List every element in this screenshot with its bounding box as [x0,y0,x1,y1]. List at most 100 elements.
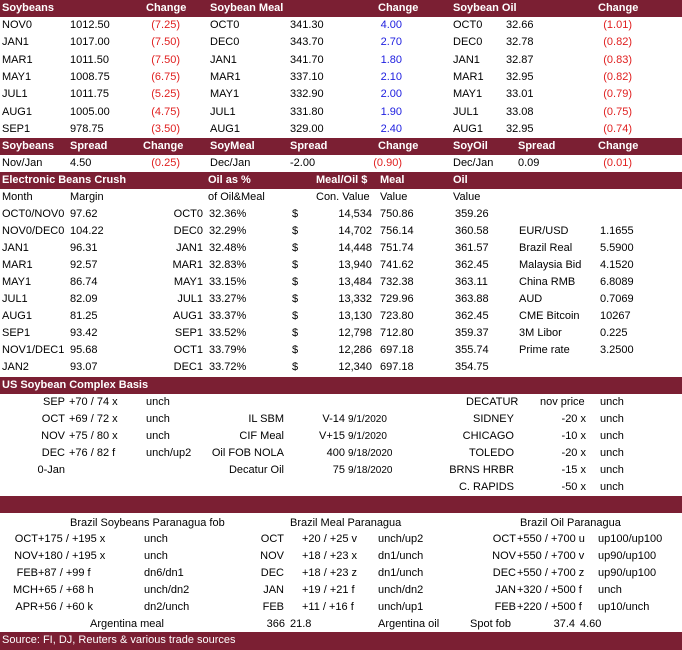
change-value: (7.25) [151,19,180,31]
basis-value: V-14 [322,413,345,425]
crush-row: NOV0/DEC0 104.22 DEC0 32.29% $14,702 756.14 36… [0,223,682,240]
meal-value: 732.38 [380,276,414,288]
cell: Spot fob [470,618,511,630]
contract-label: OCT1 [173,344,203,356]
brazil-row: APR +56 / +60 k dn2/unch FEB +11 / +16 f unch… [0,599,682,616]
fx-label: Prime rate [519,344,570,356]
basis-date: 9/1/2020 [348,414,387,425]
month-label: OCT [14,533,38,545]
oil-value: 363.88 [455,293,489,305]
basis-month: OCT [41,413,65,425]
cell: +76 / 82 f [69,447,116,459]
month-label: AUG1 [2,310,32,322]
section-title: US Soybean Complex Basis [2,379,149,391]
change-value: (0.01) [603,157,632,169]
crush-row: MAR1 92.57 MAR1 32.83% $13,940 741.62 362.45 Ma… [0,257,682,274]
price-value: 33.01 [506,88,534,101]
change-value: (0.83) [603,53,632,66]
change-value: 1.80 [380,53,402,66]
meal-value: 756.14 [380,225,414,237]
price-value: 329.00 [290,122,324,135]
basis-value: -20 x [561,447,586,459]
fx-label: 3M Libor [519,327,562,339]
header-cell: Change [378,140,419,152]
month-label: FEB [262,601,284,613]
fx-value: 0.7069 [600,293,634,305]
month-label: OCT [492,533,516,545]
contract-label: MAR1 [172,259,203,271]
currency-symbol: $ [292,242,299,254]
month-label: NOV [260,550,284,562]
cell: nov price [540,396,585,408]
change-value: 2.10 [380,70,402,83]
cell: unch [600,447,624,459]
price-value: 341.70 [290,53,324,66]
crush-row: MAY1 86.74 MAY1 33.15% $13,484 732.38 363.11 Ch… [0,274,682,291]
header-cell: Change [598,140,639,152]
basis-date: 9/1/2020 [348,431,387,442]
cell: +18 / +23 z [302,567,358,579]
oil-share: 33.52% [209,327,247,339]
contract-label: MAY1 [453,88,483,101]
section-title: Brazil Meal Paranagua [290,517,402,529]
oil-value: 363.11 [455,276,488,288]
crush-row: OCT0/NOV0 97.62 OCT0 32.36% $14,534 750.86 359… [0,206,682,223]
section-title: Electronic Beans Crush [2,174,127,186]
futures-row: JAN1 1017.00 (7.50) DEC0 343.70 2.70 DEC0 32.78… [0,34,682,51]
fx-value: 5.5900 [600,242,634,254]
month-label: MCH [12,584,38,596]
basis-date: 9/18/2020 [348,448,393,459]
price-value: 1005.00 [70,105,110,118]
basis-value: -50 x [561,481,586,493]
fx-label: China RMB [519,276,576,288]
change-value: 1.90 [380,105,402,118]
oil-value: 359.26 [455,208,489,220]
price-value: 32.78 [506,36,534,49]
header-cell: Oil as % [208,174,251,186]
section-divider [0,496,682,513]
location-label: SIDNEY [473,413,514,425]
month-label: MAY1 [2,276,32,288]
cell: up90/up100 [598,550,657,562]
location-label: BRNS HRBR [449,464,514,476]
cell: +56 / +60 k [38,601,94,613]
meal-value: 712.80 [380,327,414,339]
margin-value: 92.57 [70,259,98,271]
oil-value: 361.57 [455,242,489,254]
cell: +20 / +25 v [302,533,358,545]
conversion-value: 13,940 [338,259,372,271]
contract-label: SEP1 [2,122,31,135]
basis-month: SEP [42,396,65,408]
currency-symbol: $ [292,310,299,322]
header-cell: Change [378,2,419,14]
contract-label: OCT0 [453,19,483,31]
margin-value: 97.62 [70,208,98,220]
conversion-value: 12,286 [338,344,372,356]
cell: Dec/Jan [453,157,494,169]
crush-row: JAN1 96.31 JAN1 32.48% $14,448 751.74 361.57 Br… [0,240,682,257]
change-value: (0.90) [373,157,402,169]
source-text: Source: FI, DJ, Reuters & various trade … [2,634,236,646]
change-value: (5.25) [151,88,180,101]
currency-symbol: $ [292,293,299,305]
argentina-row: Argentina meal 366 21.8 Argentina oil Spot f… [0,616,682,633]
margin-value: 93.42 [70,327,98,339]
currency-symbol: $ [292,327,299,339]
header-cell: Soybeans [2,140,54,152]
cell: unch [144,533,168,545]
conversion-value: 14,534 [338,208,372,220]
futures-row: MAY1 1008.75 (6.75) MAR1 337.10 2.10 MAR1 32.95… [0,69,682,86]
header-cell: SoyMeal [210,140,255,152]
change-value: (0.82) [603,36,632,49]
basis-row: C. RAPIDS -50 x unch [0,479,682,496]
contract-label: MAR1 [2,53,33,66]
cell: 4.60 [580,618,602,630]
header-cell: Change [598,2,639,14]
cell: Dec/Jan [210,157,251,169]
header-cell: Spread [290,140,328,152]
cell: +70 / 74 x [69,396,118,408]
cell: dn1/unch [378,550,424,562]
contract-label: JAN1 [176,242,203,254]
month-label: OCT0/NOV0 [2,208,65,220]
contract-label: OCT0 [210,19,240,31]
